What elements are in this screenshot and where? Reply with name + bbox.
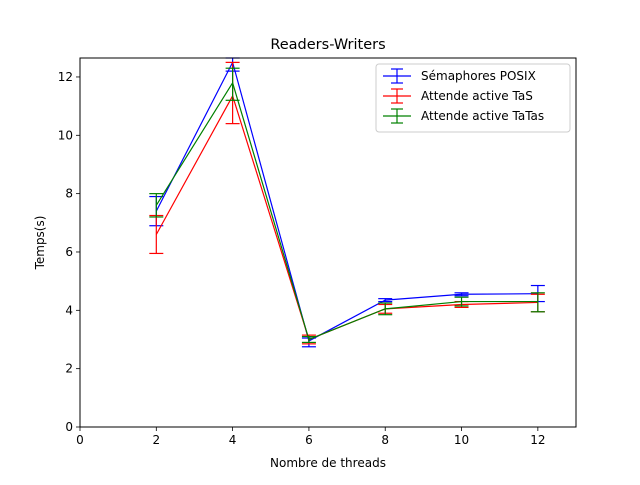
error-bar — [149, 193, 164, 218]
y-tick-label: 12 — [58, 70, 73, 84]
error-bar — [149, 214, 164, 255]
y-axis-ticks: 0 2 4 6 8 10 12 — [58, 70, 80, 434]
series-line-0 — [155, 60, 538, 342]
legend-label: Sémaphores POSIX — [421, 69, 536, 83]
legend: Sémaphores POSIX Attende active TaS Attend… — [375, 63, 571, 133]
plot-frame — [79, 57, 577, 428]
error-bar — [454, 296, 469, 307]
legend-box — [375, 63, 571, 133]
x-axis-label: Nombre de threads — [270, 456, 386, 470]
error-bar — [225, 67, 240, 101]
y-axis-label: Temps(s) — [33, 216, 47, 271]
x-tick-label: 6 — [305, 433, 313, 447]
legend-item: Attende active TaTas — [383, 108, 544, 124]
y-tick-label: 0 — [65, 420, 73, 434]
y-tick-label: 4 — [65, 303, 73, 317]
legend-label: Attende active TaS — [421, 89, 533, 103]
x-tick-label: 0 — [76, 433, 84, 447]
y-tick-label: 10 — [58, 128, 73, 142]
x-tick-label: 8 — [381, 433, 389, 447]
series-2 — [149, 67, 545, 344]
error-bar — [301, 335, 316, 344]
x-tick-label: 4 — [229, 433, 237, 447]
y-tick-label: 8 — [65, 187, 73, 201]
x-tick-label: 10 — [454, 433, 469, 447]
x-axis-ticks: 0 2 4 6 8 10 12 — [76, 427, 545, 447]
y-tick-label: 6 — [65, 245, 73, 259]
legend-item: Sémaphores POSIX — [383, 68, 536, 84]
error-bar — [378, 298, 393, 303]
plot-area — [149, 57, 545, 348]
error-bar — [530, 292, 545, 313]
legend-item: Attende active TaS — [383, 88, 533, 104]
error-bar — [378, 302, 393, 316]
chart-title: Readers-Writers — [270, 37, 385, 53]
error-bar — [454, 292, 469, 297]
legend-label: Attende active TaTas — [421, 109, 544, 123]
series-line-2 — [155, 81, 538, 341]
y-tick-label: 2 — [65, 362, 73, 376]
x-tick-label: 12 — [530, 433, 545, 447]
x-tick-label: 2 — [152, 433, 160, 447]
